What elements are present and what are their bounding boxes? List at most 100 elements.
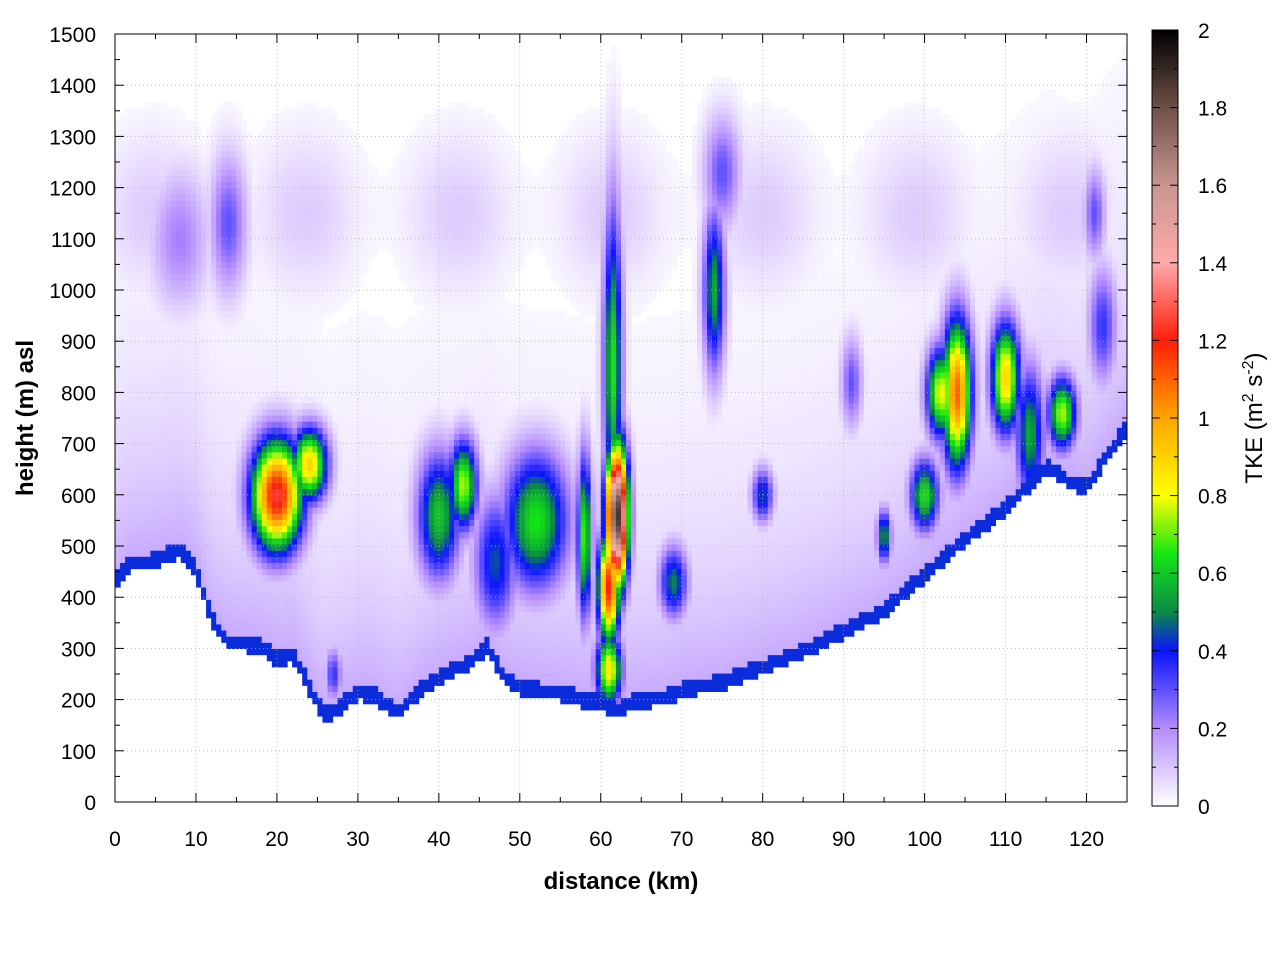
heatmap-cell <box>140 107 146 115</box>
heatmap-cell <box>140 322 146 330</box>
heatmap-cell <box>180 310 187 318</box>
heatmap-cell <box>251 476 258 484</box>
heatmap-cell <box>180 261 187 269</box>
heatmap-cell <box>145 163 152 170</box>
heatmap-cell <box>271 525 278 533</box>
heatmap-cell <box>221 193 227 201</box>
heatmap-cell <box>165 550 172 557</box>
heatmap-cell <box>378 648 384 656</box>
heatmap-cell <box>271 390 278 398</box>
heatmap-cell <box>256 181 263 189</box>
heatmap-cell <box>307 654 313 662</box>
heatmap-cell <box>408 488 415 496</box>
heatmap-cell <box>327 236 334 244</box>
heatmap-cell <box>408 390 415 398</box>
heatmap-cell <box>317 353 324 361</box>
heatmap-cell <box>368 500 374 508</box>
heatmap-cell <box>211 298 217 305</box>
heatmap-cell <box>388 629 394 637</box>
heatmap-cell <box>211 550 217 557</box>
heatmap-cell <box>115 580 121 588</box>
heatmap-cell <box>266 138 273 146</box>
heatmap-cell <box>342 328 349 336</box>
heatmap-cell <box>302 421 308 428</box>
heatmap-cell <box>221 617 227 625</box>
heatmap-cell <box>266 402 273 410</box>
heatmap-cell <box>256 464 263 471</box>
heatmap-cell <box>261 304 268 312</box>
heatmap-cell <box>236 580 243 588</box>
heatmap-cell <box>297 163 303 170</box>
heatmap-cell <box>261 310 268 318</box>
heatmap-cell <box>216 335 222 342</box>
heatmap-cell <box>403 482 410 490</box>
heatmap-cell <box>216 113 222 121</box>
heatmap-cell <box>271 224 278 232</box>
heatmap-cell <box>287 285 293 293</box>
heatmap-cell <box>292 494 298 502</box>
heatmap-cell <box>322 494 329 502</box>
heatmap-cell <box>337 402 344 410</box>
heatmap-cell <box>347 531 354 539</box>
heatmap-cell <box>398 642 405 649</box>
heatmap-cell <box>175 464 182 471</box>
heatmap-cell <box>145 390 152 398</box>
heatmap-cell <box>140 335 146 342</box>
heatmap-cell <box>256 642 263 649</box>
heatmap-cell <box>337 365 344 373</box>
heatmap-cell <box>378 550 384 557</box>
heatmap-cell <box>383 636 389 643</box>
heatmap-cell <box>292 464 298 471</box>
heatmap-cell <box>352 236 359 244</box>
heatmap-cell <box>327 519 334 527</box>
heatmap-cell <box>337 126 344 133</box>
heatmap-cell <box>201 138 207 146</box>
heatmap-cell <box>221 507 227 514</box>
heatmap-cell <box>322 267 329 275</box>
heatmap-cell <box>408 672 415 680</box>
heatmap-cell <box>307 335 313 342</box>
heatmap-cell <box>261 562 268 570</box>
heatmap-cell <box>398 359 405 367</box>
heatmap-cell <box>373 402 379 410</box>
heatmap-cell <box>281 476 288 484</box>
heatmap-cell <box>337 347 344 355</box>
heatmap-cell <box>287 648 293 656</box>
heatmap-cell <box>150 347 157 355</box>
heatmap-cell <box>347 617 354 625</box>
heatmap-cell <box>185 335 192 342</box>
heatmap-cell <box>190 163 197 170</box>
heatmap-cell <box>246 543 253 551</box>
heatmap-cell <box>115 445 121 453</box>
heatmap-cell <box>332 261 339 269</box>
heatmap-field <box>115 46 1127 723</box>
heatmap-cell <box>276 611 283 619</box>
heatmap-cell <box>130 107 136 115</box>
heatmap-cell <box>231 206 238 213</box>
heatmap-cell <box>216 580 222 588</box>
heatmap-cell <box>312 304 318 312</box>
heatmap-cell <box>281 206 288 213</box>
heatmap-cell <box>185 550 192 557</box>
heatmap-cell <box>236 568 243 576</box>
heatmap-cell <box>221 224 227 232</box>
heatmap-cell <box>201 451 207 459</box>
heatmap-cell <box>236 230 243 238</box>
heatmap-cell <box>368 427 374 434</box>
heatmap-cell <box>352 605 359 613</box>
heatmap-cell <box>271 187 278 195</box>
heatmap-cell <box>276 181 283 189</box>
heatmap-cell <box>362 402 369 410</box>
heatmap-cell <box>302 267 308 275</box>
heatmap-cell <box>332 353 339 361</box>
heatmap-cell <box>393 396 399 404</box>
heatmap-cell <box>125 181 131 189</box>
heatmap-cell <box>276 550 283 557</box>
heatmap-cell <box>140 476 146 484</box>
heatmap-cell <box>125 371 131 379</box>
heatmap-cell <box>337 605 344 613</box>
heatmap-cell <box>201 175 207 183</box>
heatmap-cell <box>408 199 415 207</box>
heatmap-cell <box>175 341 182 348</box>
heatmap-cell <box>292 476 298 484</box>
